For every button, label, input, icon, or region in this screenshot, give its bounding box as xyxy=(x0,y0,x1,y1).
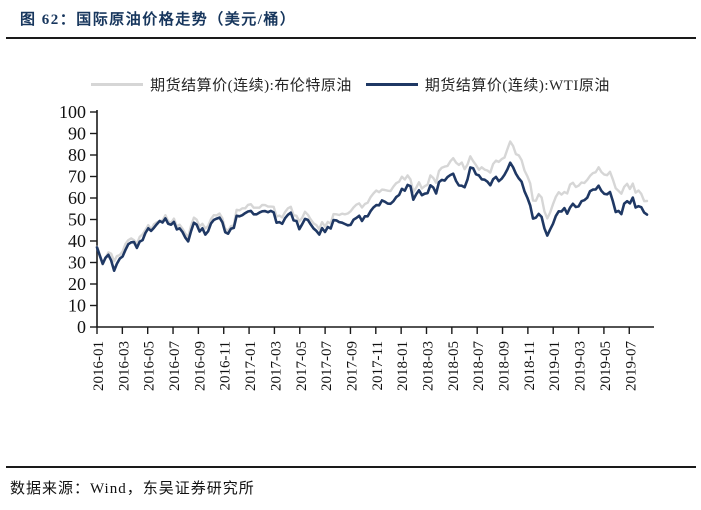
y-tick-label: 40 xyxy=(68,231,86,251)
x-tick-label: 2019-05 xyxy=(598,341,614,391)
legend-item-brent: 期货结算价(连续):布伦特原油 xyxy=(91,74,352,95)
data-source-text: 数据来源：Wind，东吴证券研究所 xyxy=(10,481,255,497)
y-tick-label: 10 xyxy=(68,296,86,316)
x-tick-label: 2019-07 xyxy=(623,341,639,391)
x-tick-label: 2018-09 xyxy=(497,341,513,391)
x-tick-label: 2018-01 xyxy=(395,341,411,391)
x-tick-label: 2018-05 xyxy=(446,341,462,391)
x-tick-label: 2017-01 xyxy=(243,341,259,391)
y-tick-label: 0 xyxy=(77,317,86,337)
x-tick-label: 2018-11 xyxy=(522,341,538,390)
x-tick-label: 2017-09 xyxy=(344,341,360,391)
x-tick-label: 2016-03 xyxy=(116,341,132,391)
x-tick-label: 2017-05 xyxy=(294,341,310,391)
brent-legend-label: 期货结算价(连续):布伦特原油 xyxy=(150,78,352,94)
footer-divider-rule xyxy=(6,466,696,468)
y-tick-label: 60 xyxy=(68,188,86,208)
chart-legend: 期货结算价(连续):布伦特原油 期货结算价(连续):WTI原油 xyxy=(0,74,701,95)
brent-price-line xyxy=(95,140,649,266)
x-tick-label: 2018-03 xyxy=(420,341,436,391)
brent-line-swatch xyxy=(91,83,144,86)
wti-line-swatch xyxy=(365,83,418,86)
x-tick-label: 2016-09 xyxy=(192,341,208,391)
x-tick-label: 2019-03 xyxy=(573,341,589,391)
y-tick-label: 30 xyxy=(68,253,86,273)
x-tick-label: 2018-07 xyxy=(471,341,487,391)
legend-item-wti: 期货结算价(连续):WTI原油 xyxy=(365,74,610,95)
y-tick-label: 70 xyxy=(68,167,86,187)
x-tick-label: 2016-11 xyxy=(218,341,234,390)
x-tick-label: 2017-07 xyxy=(319,341,335,391)
wti-legend-label: 期货结算价(连续):WTI原油 xyxy=(424,78,610,94)
x-tick-label: 2016-05 xyxy=(142,341,158,391)
y-tick-label: 90 xyxy=(68,124,86,144)
y-tick-label: 20 xyxy=(68,274,86,294)
x-tick-label: 2017-03 xyxy=(268,341,284,391)
x-tick-label: 2019-01 xyxy=(547,341,563,391)
wti-price-line xyxy=(95,161,649,273)
title-divider-rule xyxy=(6,37,696,39)
y-tick-label: 100 xyxy=(59,102,86,122)
figure-title: 图 62：国际原油价格走势（美元/桶） xyxy=(20,12,297,28)
y-tick-label: 50 xyxy=(68,210,86,230)
x-tick-label: 2016-01 xyxy=(91,341,107,391)
y-tick-label: 80 xyxy=(68,145,86,165)
x-tick-label: 2017-11 xyxy=(370,341,386,390)
x-tick-label: 2016-07 xyxy=(167,341,183,391)
